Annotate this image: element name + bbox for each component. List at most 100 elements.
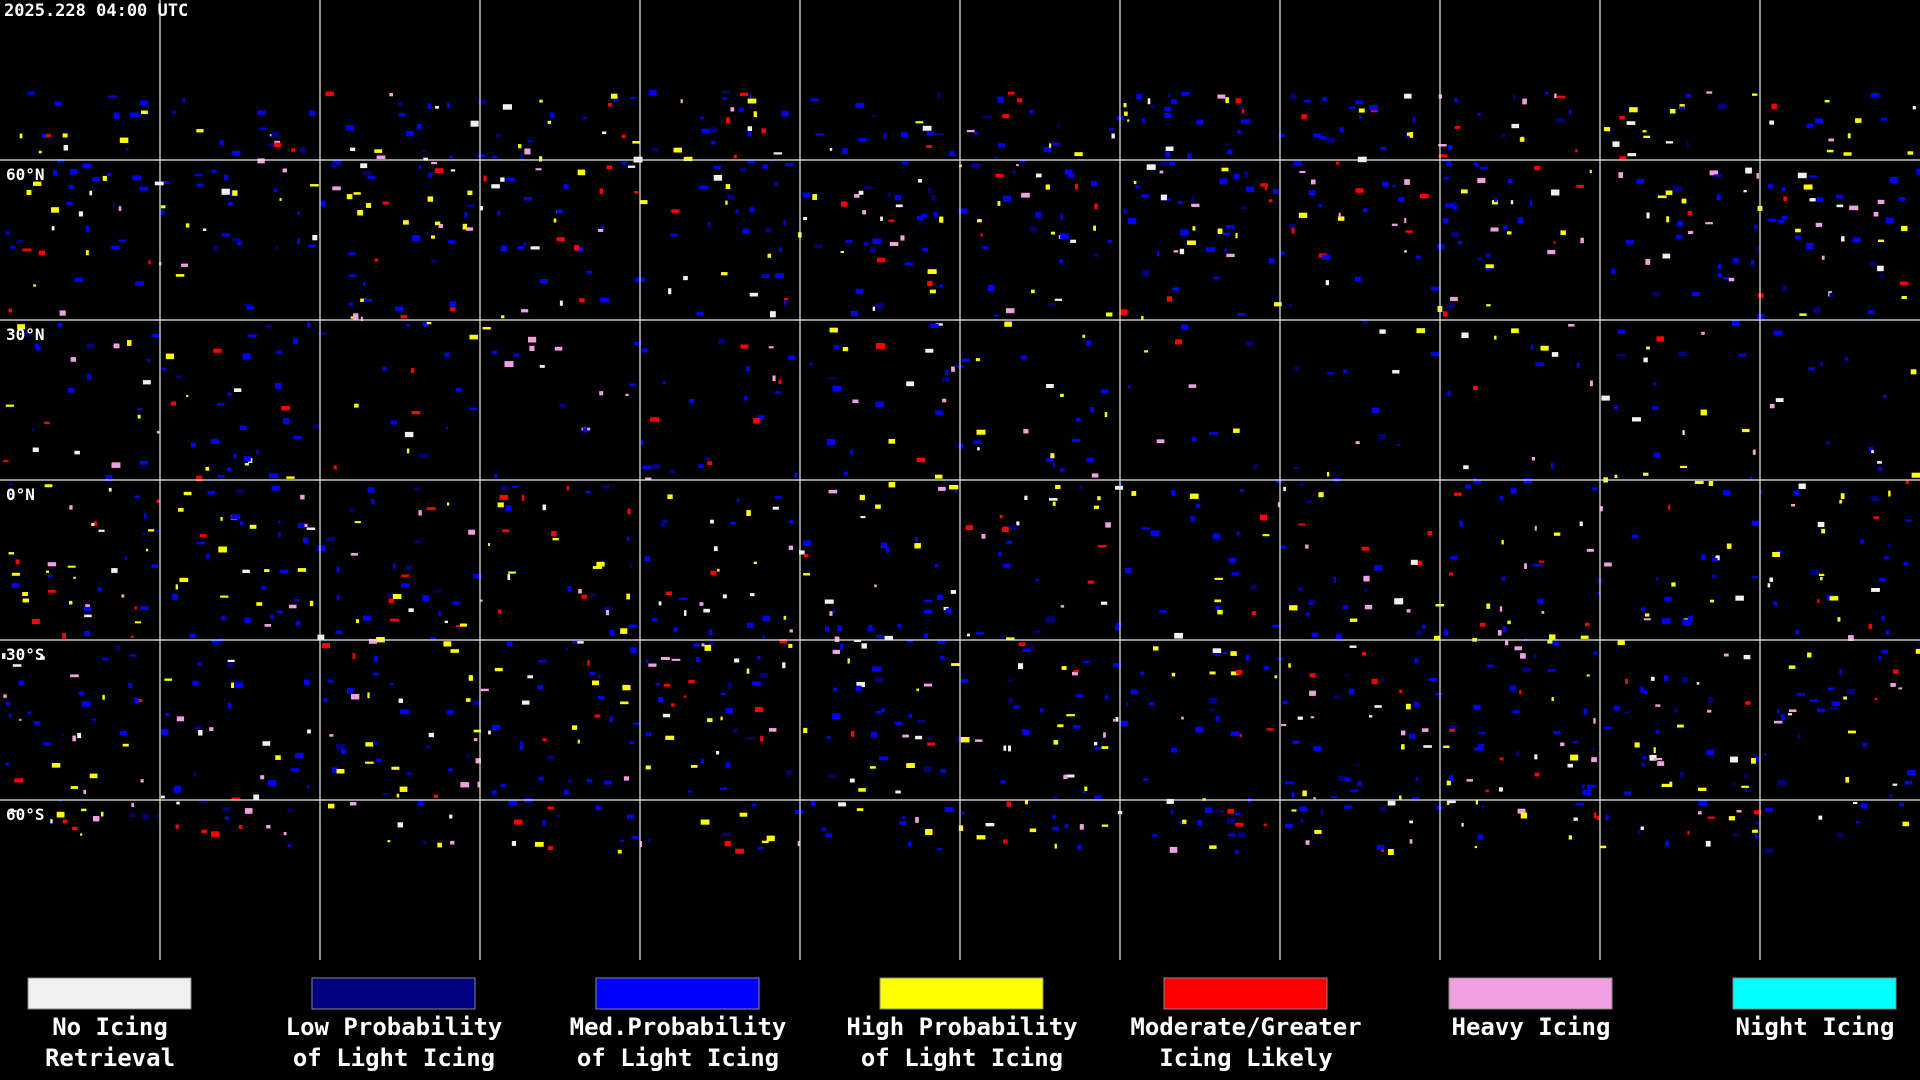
icing-pixel [304, 679, 310, 686]
icing-pixel [221, 233, 231, 237]
icing-pixel [889, 242, 899, 246]
icing-pixel [1878, 656, 1882, 660]
icing-pixel [1625, 678, 1628, 684]
icing-pixel [1843, 152, 1852, 156]
icing-pixel [437, 842, 442, 848]
icing-pixel [1849, 205, 1859, 211]
icing-pixel [1787, 713, 1793, 716]
icing-pixel [934, 564, 939, 568]
icing-pixel [1345, 674, 1349, 677]
icing-pixel [44, 484, 53, 488]
icing-pixel [556, 814, 561, 818]
icing-pixel [296, 621, 301, 626]
icing-pixel [927, 742, 935, 746]
icing-pixel [1769, 120, 1774, 125]
icing-pixel [1757, 246, 1760, 253]
icing-pixel [939, 284, 943, 288]
icing-pixel [772, 506, 779, 510]
icing-pixel [47, 562, 57, 567]
icing-pixel [389, 683, 394, 686]
icing-pixel [651, 464, 661, 469]
icing-pixel [1241, 206, 1247, 210]
icing-pixel [211, 640, 220, 643]
icing-pixel [1708, 697, 1714, 703]
icing-pixel [143, 814, 149, 820]
icing-pixel [534, 842, 544, 847]
icing-pixel [170, 401, 176, 406]
icing-pixel [1434, 635, 1440, 641]
icing-pixel [1871, 496, 1880, 501]
icing-pixel [1712, 558, 1718, 561]
legend-swatch [1448, 977, 1613, 1010]
icing-pixel [922, 248, 928, 252]
icing-pixel [1477, 834, 1484, 840]
icing-pixel [312, 235, 318, 241]
icing-pixel [1767, 218, 1777, 222]
icing-pixel [826, 736, 831, 739]
icing-pixel [108, 95, 117, 98]
icing-pixel [224, 816, 229, 820]
icing-pixel [1480, 622, 1486, 627]
icing-pixel [886, 547, 889, 553]
icing-pixel [1640, 826, 1644, 830]
icing-pixel [1029, 645, 1034, 650]
icing-pixel [1004, 321, 1012, 327]
icing-pixel [520, 155, 523, 161]
icing-pixel [610, 93, 618, 99]
icing-pixel [1283, 486, 1286, 492]
icing-pixel [1877, 199, 1885, 204]
icing-pixel [1003, 745, 1007, 751]
icing-pixel [1094, 795, 1102, 800]
icing-pixel [81, 700, 91, 707]
icing-pixel [949, 151, 955, 156]
icing-pixel [1086, 340, 1092, 346]
icing-pixel [46, 570, 49, 573]
icing-pixel [1431, 286, 1440, 291]
icing-pixel [1326, 471, 1330, 477]
icing-pixel [406, 565, 412, 571]
icing-pixel [519, 744, 524, 751]
icing-pixel [759, 672, 768, 679]
icing-pixel [1618, 172, 1623, 178]
icing-pixel [1115, 717, 1119, 722]
icing-pixel [179, 577, 189, 582]
icing-pixel [708, 221, 711, 227]
icing-pixel [874, 668, 880, 671]
icing-pixel [1264, 185, 1267, 191]
icing-pixel [821, 827, 827, 831]
icing-pixel [1280, 545, 1286, 549]
icing-pixel [398, 698, 403, 703]
icing-pixel [1052, 814, 1056, 820]
icing-pixel [658, 697, 664, 703]
icing-pixel [713, 546, 718, 552]
icing-pixel [695, 657, 700, 662]
icing-pixel [297, 238, 300, 245]
icing-pixel [1531, 457, 1535, 461]
icing-pixel [1624, 711, 1630, 714]
icing-pixel [1473, 747, 1483, 751]
icing-pixel [175, 584, 178, 590]
icing-pixel [1170, 809, 1174, 814]
icing-pixel [975, 358, 980, 362]
icing-pixel [1461, 822, 1464, 827]
icing-pixel [1829, 707, 1838, 710]
icing-pixel [753, 561, 757, 564]
icing-pixel [546, 755, 554, 760]
icing-pixel [400, 583, 410, 588]
icing-pixel [56, 811, 65, 818]
icing-pixel [221, 616, 226, 620]
icing-pixel [716, 751, 720, 755]
icing-pixel [202, 228, 207, 231]
icing-pixel [1049, 143, 1052, 148]
icing-pixel [1045, 184, 1050, 190]
icing-pixel [1320, 809, 1323, 815]
icing-pixel [1068, 174, 1075, 178]
icing-pixel [1105, 522, 1111, 528]
icing-pixel [1679, 106, 1685, 110]
icing-pixel [178, 508, 184, 512]
icing-pixel [599, 188, 603, 194]
icing-pixel [1213, 276, 1220, 280]
icing-pixel [924, 633, 929, 639]
icing-pixel [105, 475, 113, 481]
icing-pixel [262, 741, 271, 746]
